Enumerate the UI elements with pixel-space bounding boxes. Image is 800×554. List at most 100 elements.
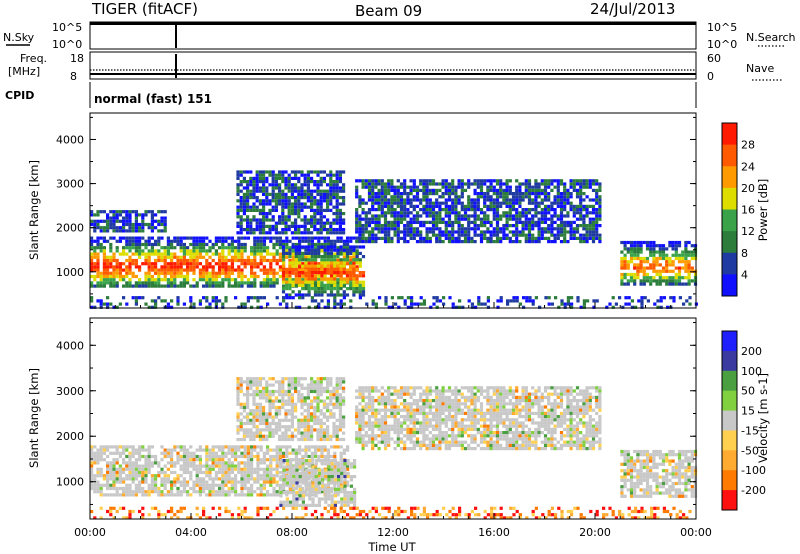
power-echo-cell	[390, 211, 394, 215]
velocity-echo-cell	[147, 454, 151, 459]
power-echo-cell	[626, 263, 630, 267]
velocity-echo-cell	[115, 477, 119, 481]
velocity-echo-cell	[237, 464, 241, 468]
power-echo-cell	[457, 227, 461, 231]
power-echo-cell	[332, 183, 336, 187]
power-echo-cell	[170, 284, 174, 288]
power-echo-cell	[306, 186, 310, 190]
power-echo-cell	[163, 284, 167, 288]
velocity-echo-cell	[346, 467, 350, 471]
power-echo-cell	[285, 280, 289, 284]
power-echo-cell	[380, 236, 384, 240]
freq-right-tick-top: 60	[707, 52, 721, 65]
power-echo-cell	[300, 224, 304, 228]
power-echo-cell	[374, 240, 378, 244]
velocity-echo-cell	[112, 493, 116, 497]
power-echo-cell	[477, 302, 481, 306]
power-echo-cell	[422, 302, 426, 306]
velocity-echo-cell	[314, 475, 318, 479]
power-echo-cell	[298, 265, 302, 269]
power-echo-cell	[585, 233, 589, 237]
velocity-echo-cell	[208, 490, 212, 494]
power-echo-cell	[304, 293, 308, 297]
power-echo-cell	[451, 208, 455, 212]
power-echo-cell	[96, 236, 100, 240]
power-echo-cell	[300, 192, 304, 196]
power-echo-cell	[642, 260, 646, 264]
power-echo-cell	[319, 199, 323, 203]
power-echo-cell	[326, 267, 330, 271]
power-echo-cell	[473, 240, 477, 244]
power-echo-cell	[435, 305, 439, 309]
velocity-echo-cell	[320, 490, 324, 494]
power-echo-cell	[134, 281, 138, 285]
velocity-echo-cell	[154, 483, 158, 487]
power-echo-cell	[444, 201, 448, 205]
power-echo-cell	[569, 236, 573, 240]
power-echo-cell	[534, 192, 538, 196]
velocity-echo-cell	[224, 467, 228, 471]
power-echo-cell	[237, 258, 241, 263]
power-echo-cell	[138, 284, 142, 288]
power-echo-cell	[147, 226, 151, 230]
power-echo-cell	[406, 214, 410, 218]
velocity-echo-cell	[240, 467, 244, 471]
velocity-echo-cell	[308, 459, 312, 463]
velocity-echo-cell	[224, 470, 228, 475]
power-echo-cell	[508, 201, 512, 205]
velocity-echo-cell	[236, 418, 240, 422]
power-echo-cell	[349, 264, 353, 268]
power-echo-cell	[93, 252, 97, 256]
power-echo-cell	[317, 283, 321, 287]
velocity-echo-cell	[239, 383, 243, 387]
velocity-echo-cell	[333, 459, 337, 463]
power-echo-cell	[243, 258, 247, 263]
freq-left-tick-bottom: 8	[70, 70, 77, 83]
power-echo-cell	[390, 188, 394, 192]
velocity-echo-cell	[115, 445, 119, 449]
power-echo-cell	[317, 287, 321, 291]
velocity-echo-cell	[301, 494, 305, 498]
power-echo-cell	[221, 265, 225, 269]
power-echo-cell	[112, 265, 116, 269]
power-echo-cell	[409, 230, 413, 234]
power-echo-cell	[506, 302, 510, 306]
power-echo-cell	[623, 276, 627, 280]
power-echo-cell	[399, 185, 404, 189]
power-echo-cell	[444, 227, 448, 231]
power-echo-cell	[629, 260, 634, 264]
power-echo-cell	[547, 185, 551, 189]
power-echo-cell	[115, 262, 119, 266]
power-echo-cell	[422, 220, 426, 224]
velocity-echo-cell	[128, 483, 132, 487]
velocity-echo-cell	[208, 458, 212, 462]
power-echo-cell	[335, 176, 339, 180]
power-echo-cell	[157, 255, 161, 259]
power-echo-cell	[230, 265, 234, 269]
velocity-echo-cell	[118, 464, 122, 468]
power-echo-cell	[290, 208, 294, 212]
power-echo-cell	[310, 180, 314, 184]
velocity-echo-cell	[262, 458, 266, 462]
velocity-echo-cell	[289, 484, 293, 488]
power-echo-cell	[642, 266, 646, 270]
velocity-echo-cell	[301, 467, 305, 471]
power-echo-cell	[403, 204, 407, 208]
velocity-echo-cell	[131, 448, 135, 452]
power-echo-cell	[570, 302, 574, 306]
power-echo-cell	[486, 214, 490, 218]
power-echo-cell	[591, 204, 596, 208]
power-echo-cell	[367, 220, 372, 224]
power-echo-cell	[330, 265, 334, 269]
power-echo-cell	[163, 255, 167, 259]
power-echo-cell	[531, 233, 535, 237]
velocity-echo-cell	[262, 467, 266, 471]
power-echo-cell	[246, 208, 250, 212]
velocity-echo-cell	[269, 458, 273, 462]
power-echo-cell	[118, 219, 122, 223]
power-echo-cell	[410, 302, 414, 306]
power-echo-cell	[655, 282, 659, 286]
power-echo-cell	[134, 274, 138, 279]
velocity-echo-cell	[138, 490, 142, 494]
power-echo-cell	[294, 205, 298, 209]
